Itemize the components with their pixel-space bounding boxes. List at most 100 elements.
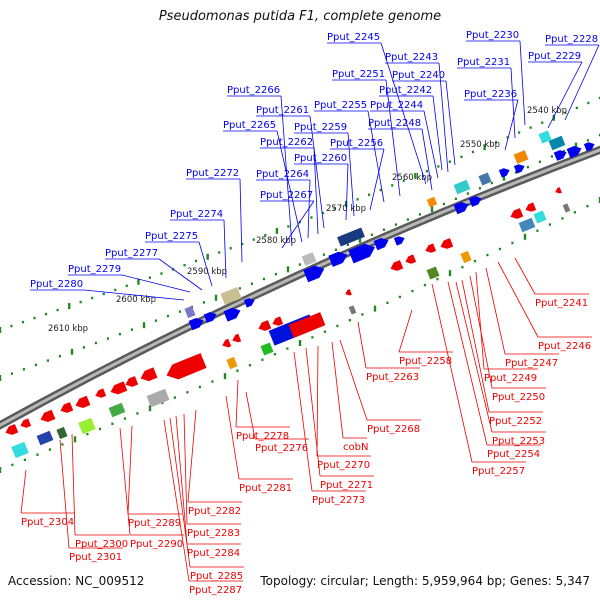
- leader-line: [357, 321, 367, 369]
- forward-gene: [348, 243, 376, 264]
- guide-tick: [358, 236, 362, 243]
- gene-label-forward: Pput_2261: [256, 105, 309, 116]
- guide-tick: [48, 448, 51, 451]
- guide-tick: [402, 179, 405, 182]
- guide-tick: [183, 263, 186, 267]
- gene-label-forward: Pput_2279: [68, 264, 121, 275]
- leader-line: [305, 347, 321, 477]
- gene-label-forward: Pput_2242: [379, 85, 432, 96]
- leader-line: [225, 395, 240, 480]
- guide-tick: [106, 337, 109, 340]
- gene-label-forward: Pput_2251: [332, 69, 385, 80]
- guide-tick: [286, 347, 289, 350]
- guide-tick: [261, 358, 264, 361]
- guide-tick: [44, 312, 48, 316]
- guide-tick: [483, 144, 486, 151]
- gene-label-forward: Pput_2230: [466, 30, 519, 41]
- gene-label-reverse: Pput_2241: [535, 298, 588, 309]
- gene-feature-box: [11, 441, 29, 459]
- guide-tick: [298, 263, 301, 266]
- guide-tick: [529, 126, 532, 129]
- leader-line: [519, 40, 526, 126]
- guide-tick: [21, 320, 25, 324]
- leader-line: [461, 279, 490, 413]
- guide-tick: [22, 368, 25, 371]
- guide-tick: [423, 283, 426, 287]
- gene-label-forward: Pput_2262: [260, 137, 313, 148]
- gene-feature-box: [533, 210, 547, 224]
- gene-label-forward: Pput_2256: [330, 138, 383, 149]
- guide-tick: [414, 172, 417, 179]
- guide-tick: [573, 211, 576, 214]
- dotted-guides: [0, 96, 600, 473]
- guide-tick: [262, 277, 265, 281]
- reverse-gene: [272, 316, 284, 326]
- gene-label-forward: Pput_2275: [145, 231, 198, 242]
- guide-tick: [574, 142, 578, 149]
- guide-tick: [373, 305, 377, 312]
- guide-tick: [142, 322, 146, 329]
- leader-line: [475, 271, 485, 370]
- guide-tick: [310, 216, 313, 219]
- leader-line: [280, 95, 293, 247]
- guide-tick: [130, 328, 133, 331]
- gene-label-forward: Pput_2266: [227, 85, 280, 96]
- leader-line: [447, 281, 488, 446]
- guide-tick: [186, 391, 189, 394]
- reverse-gene: [345, 289, 352, 296]
- guide-tick: [56, 308, 59, 312]
- guide-tick: [102, 292, 105, 296]
- reverse-gene: [555, 187, 562, 194]
- guide-tick: [466, 192, 469, 195]
- forward-gene-box: [337, 227, 365, 247]
- leader-line: [71, 433, 76, 536]
- guide-tick: [336, 324, 339, 328]
- gene-feature-box: [348, 305, 357, 315]
- reverse-gene: [425, 243, 437, 253]
- leader-line: [293, 351, 313, 492]
- guide-tick: [86, 432, 89, 436]
- guide-tick: [248, 364, 251, 367]
- leader-line: [345, 163, 349, 221]
- reverse-gene: [510, 208, 524, 219]
- backbone-highlight: [0, 148, 600, 427]
- guide-tick: [473, 259, 476, 263]
- guide-tick: [287, 225, 290, 228]
- gene-label-reverse: Pput_2250: [492, 392, 545, 403]
- guide-tick: [494, 141, 498, 144]
- gene-label-reverse: Pput_2268: [367, 424, 420, 435]
- leader-line: [281, 200, 315, 249]
- forward-gene: [203, 312, 217, 323]
- guide-tick: [178, 310, 181, 313]
- guide-tick: [137, 278, 140, 285]
- reverse-gene: [5, 424, 19, 435]
- leader-line: [309, 115, 325, 229]
- leader-line: [438, 62, 449, 173]
- guide-tick: [460, 155, 463, 159]
- gene-label-reverse: Pput_2285: [190, 571, 243, 582]
- guide-tick: [98, 427, 101, 431]
- gene-features: [5, 130, 595, 459]
- reverse-gene: [166, 353, 207, 380]
- forward-gene: [373, 237, 389, 251]
- leader-line: [431, 283, 473, 463]
- guide-tick: [486, 253, 489, 257]
- forward-gene: [583, 142, 595, 152]
- guide-tick: [274, 272, 277, 276]
- gene-feature-box: [260, 342, 274, 356]
- reverse-gene: [405, 254, 417, 264]
- gene-label-reverse: Pput_2273: [312, 495, 365, 506]
- guide-tick: [238, 287, 241, 290]
- guide-tick: [552, 114, 556, 121]
- gene-feature-box: [146, 388, 170, 408]
- guide-tick: [206, 253, 209, 260]
- guide-tick: [236, 369, 239, 372]
- guide-tick: [478, 187, 481, 190]
- leader-line: [504, 99, 519, 151]
- reverse-gene: [20, 418, 32, 428]
- guide-tick: [161, 401, 164, 405]
- forward-gene: [188, 317, 204, 331]
- leader-line: [316, 345, 319, 457]
- guide-tick: [361, 313, 364, 316]
